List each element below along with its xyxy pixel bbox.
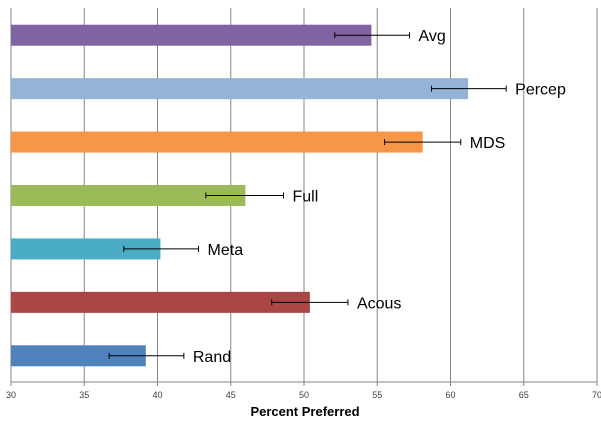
bar-rand — [11, 345, 146, 367]
tick-label-40: 40 — [152, 390, 162, 400]
bars — [11, 24, 469, 367]
tick-label-55: 55 — [372, 390, 382, 400]
tick-label-65: 65 — [519, 390, 529, 400]
bar-avg — [11, 24, 372, 46]
bar-label-percep: Percep — [515, 82, 566, 99]
bar-acous — [11, 291, 310, 313]
bar-labels: Avg Percep MDS Full Meta Acous Rand — [193, 28, 566, 366]
x-axis-ticks: 30 35 40 45 50 55 60 65 70 — [6, 382, 601, 400]
tick-label-70: 70 — [592, 390, 601, 400]
bar-mds — [11, 131, 423, 153]
bar-label-meta: Meta — [208, 242, 244, 259]
tick-label-30: 30 — [6, 390, 16, 400]
bar-label-full: Full — [292, 189, 318, 206]
x-axis-title: Percent Preferred — [250, 404, 359, 419]
tick-label-60: 60 — [445, 390, 455, 400]
bar-full — [11, 185, 246, 206]
grid-lines — [10, 8, 598, 382]
tick-label-45: 45 — [226, 390, 236, 400]
error-bars — [108, 32, 507, 359]
bar-meta — [11, 238, 161, 260]
tick-label-35: 35 — [79, 390, 89, 400]
bar-label-acous: Acous — [357, 295, 401, 312]
bar-label-avg: Avg — [418, 28, 445, 45]
tick-label-50: 50 — [299, 390, 309, 400]
bar-label-mds: MDS — [470, 135, 506, 152]
bar-percep — [11, 78, 469, 100]
bar-label-rand: Rand — [193, 349, 231, 366]
